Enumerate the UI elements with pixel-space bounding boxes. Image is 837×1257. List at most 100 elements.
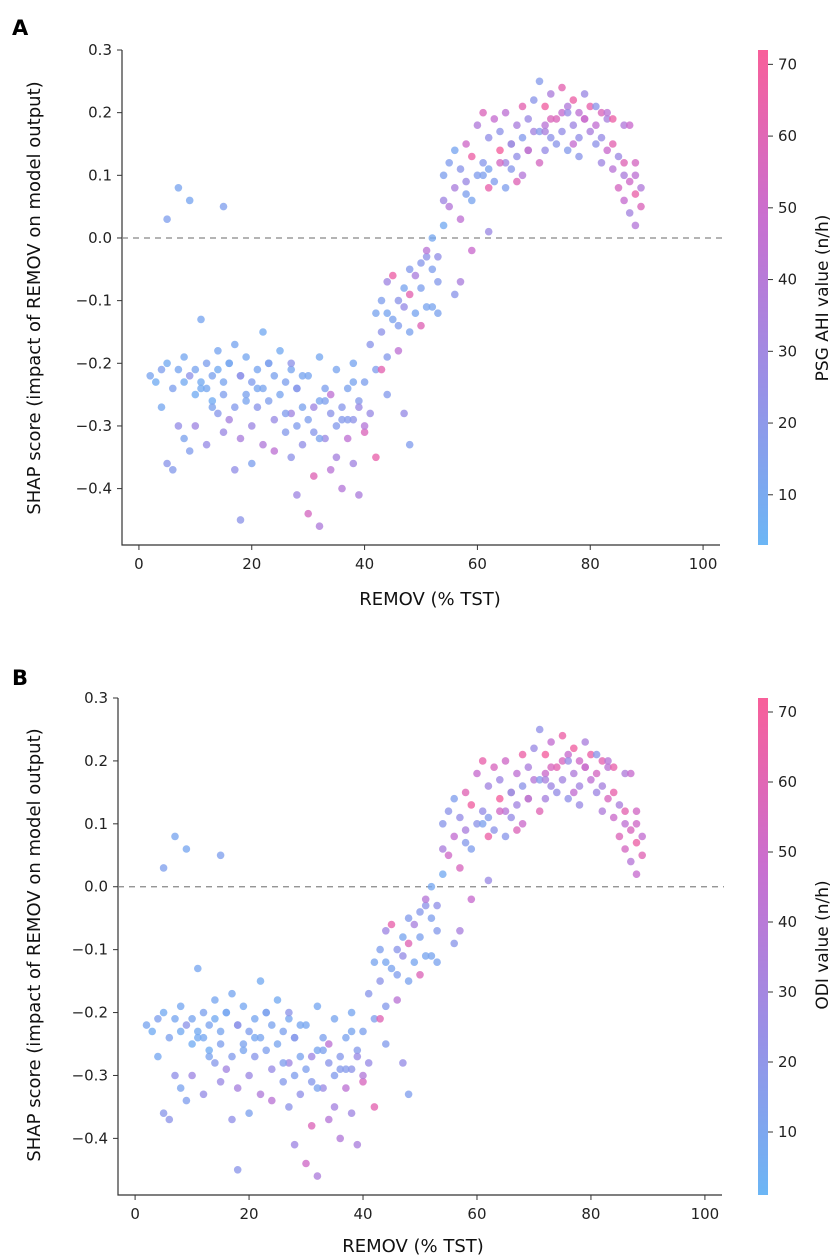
scatter-point (256, 1090, 265, 1099)
scatter-point (434, 252, 442, 261)
scatter-point (592, 121, 600, 129)
scatter-point (389, 271, 397, 280)
scatter-point (216, 1027, 225, 1036)
scatter-point (496, 146, 504, 155)
scatter-point (501, 832, 510, 841)
scatter-point (405, 328, 414, 336)
scatter-point (410, 958, 419, 966)
scatter-point (416, 971, 424, 979)
scatter-point (490, 763, 498, 771)
scatter-point (245, 1027, 253, 1036)
scatter-point (518, 171, 527, 180)
x-tick-label: 80 (581, 555, 600, 573)
scatter-point (625, 209, 634, 217)
scatter-point (541, 794, 550, 803)
scatter-point (182, 1021, 191, 1029)
scatter-point (541, 750, 550, 759)
scatter-point (188, 1015, 196, 1023)
scatter-point (199, 1033, 208, 1042)
scatter-point (169, 384, 177, 393)
scatter-point (366, 340, 375, 349)
y-tick-label: −0.3 (72, 1066, 108, 1084)
scatter-point (399, 952, 407, 960)
scatter-point (467, 845, 476, 853)
scatter-point (293, 491, 301, 499)
scatter-point (154, 1015, 162, 1023)
scatter-point (592, 750, 601, 759)
scatter-point (290, 1033, 299, 1042)
scatter-point (456, 215, 465, 223)
scatter-point (597, 108, 606, 117)
scatter-point (313, 1084, 322, 1092)
scatter-point (592, 102, 600, 111)
scatter-point (349, 459, 358, 468)
scatter-point (422, 246, 431, 255)
colorbar-tick-label: 70 (778, 703, 797, 721)
scatter-point (279, 1059, 288, 1067)
scatter-point (296, 1052, 305, 1061)
scatter-point (174, 422, 183, 430)
colorbar-tick-label: 10 (778, 486, 797, 504)
scatter-point (597, 159, 606, 167)
scatter-point (287, 453, 296, 462)
scatter-point (253, 365, 262, 374)
scatter-point (194, 1033, 202, 1042)
scatter-point (353, 1046, 362, 1055)
scatter-point (621, 769, 629, 778)
scatter-point (461, 838, 470, 847)
scatter-point (490, 826, 498, 834)
y-tick-label: 0.0 (84, 878, 108, 896)
x-tick-label: 60 (468, 555, 487, 573)
x-tick-label: 100 (691, 1205, 720, 1223)
scatter-point (598, 807, 607, 815)
scatter-point (298, 440, 307, 449)
scatter-point (484, 165, 493, 173)
scatter-point (621, 820, 629, 828)
scatter-point (248, 378, 256, 386)
scatter-point (461, 826, 470, 834)
scatter-point (513, 152, 521, 161)
scatter-plot-a: 0 20 40 60 80 100 0.3 0.2 0.1 0.0 −0.1 −0.2 −0.3 −0.4 (76, 41, 722, 573)
scatter-point (433, 958, 441, 966)
scatter-point (268, 1096, 276, 1105)
scatter-point (439, 845, 447, 853)
scatter-point (228, 1052, 236, 1061)
scatter-point (389, 315, 397, 324)
scatter-point (171, 1071, 179, 1080)
scatter-point (501, 159, 510, 167)
scatter-point (383, 353, 392, 361)
scatter-point (202, 359, 211, 368)
x-tick-label: 80 (581, 1205, 600, 1223)
scatter-point (456, 864, 464, 872)
colorbar-tick-label: 20 (778, 414, 797, 432)
scatter-point (366, 409, 375, 418)
scatter-point (518, 750, 527, 759)
scatter-point (620, 171, 628, 180)
scatter-point (563, 108, 572, 117)
scatter-point (405, 290, 414, 299)
scatter-point (259, 328, 267, 336)
scatter-point (570, 788, 578, 797)
scatter-point (225, 415, 233, 424)
scatter-point (273, 1040, 282, 1048)
scatter-plot-b: 0 20 40 60 80 100 0.3 0.2 0.1 0.0 −0.1 −0.2 −0.3 −0.4 (72, 689, 724, 1223)
scatter-point (620, 159, 628, 167)
scatter-point (496, 807, 504, 815)
scatter-point (197, 378, 205, 386)
scatter-point (233, 1166, 242, 1174)
scatter-point (370, 958, 379, 966)
scatter-point (627, 826, 635, 834)
scatter-point (262, 1046, 271, 1055)
x-tick-label: 40 (353, 1205, 372, 1223)
scatter-point (199, 1090, 208, 1099)
scatter-point (615, 832, 624, 841)
scatter-point (188, 1040, 196, 1048)
y-axis-title: SHAP score (impact of REMOV on model out… (24, 728, 45, 1161)
scatter-point (370, 1015, 379, 1023)
scatter-point (451, 290, 459, 299)
scatter-point (176, 1084, 185, 1092)
scatter-point (307, 1122, 316, 1130)
scatter-point (360, 378, 369, 386)
scatter-point (609, 763, 618, 771)
scatter-point (330, 1071, 339, 1080)
